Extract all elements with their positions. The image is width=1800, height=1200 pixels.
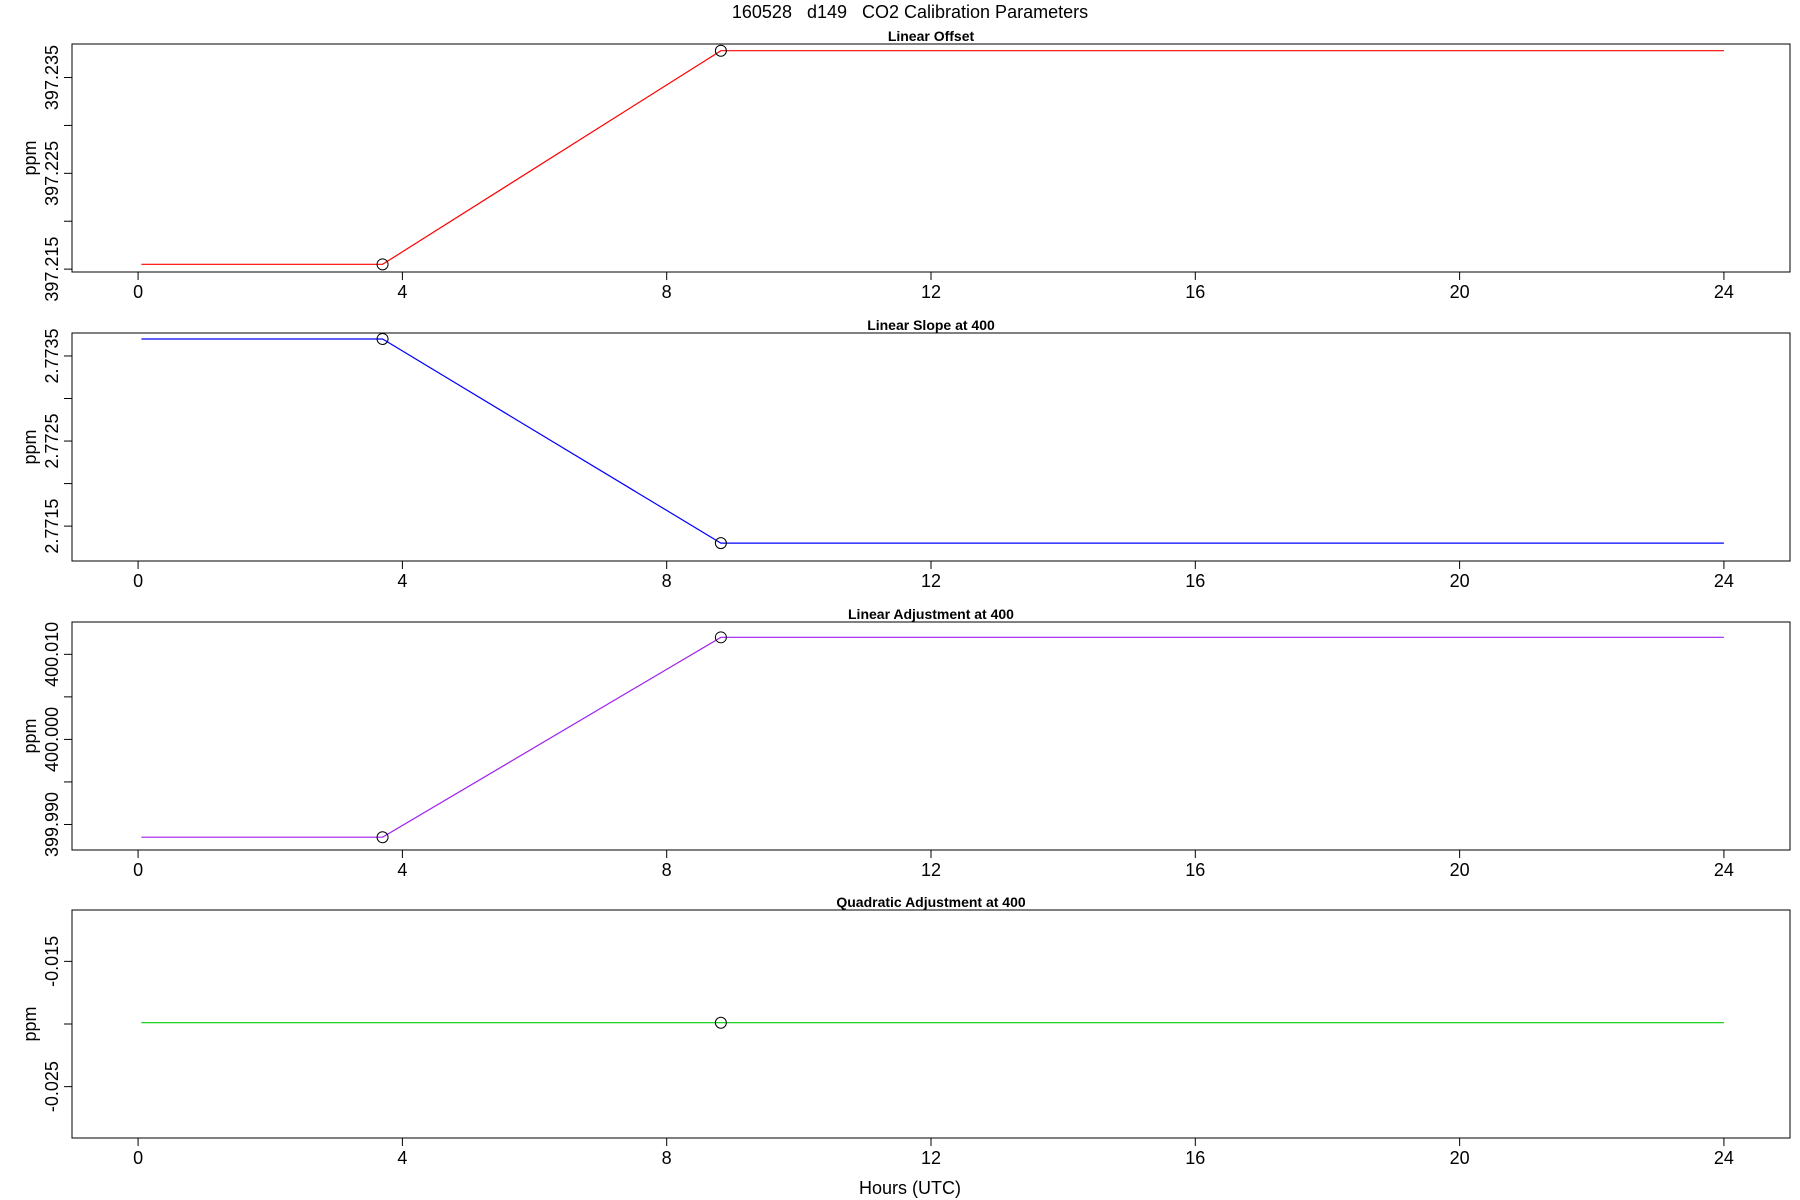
y-tick-label: -0.025 xyxy=(42,1061,62,1112)
x-tick-label: 4 xyxy=(397,860,407,880)
x-tick-label: 16 xyxy=(1185,1148,1205,1168)
data-point-marker xyxy=(376,258,389,271)
x-tick-label: 0 xyxy=(133,860,143,880)
y-tick-label: 2.7715 xyxy=(42,499,62,554)
x-tick-label: 8 xyxy=(662,860,672,880)
x-tick-label: 0 xyxy=(133,282,143,302)
panel-title: Linear Slope at 400 xyxy=(867,317,995,333)
x-tick-label: 16 xyxy=(1185,860,1205,880)
x-tick-label: 8 xyxy=(662,571,672,591)
x-tick-label: 24 xyxy=(1714,860,1734,880)
x-tick-label: 20 xyxy=(1450,571,1470,591)
y-tick-label: 397.215 xyxy=(42,237,62,302)
y-axis-label: ppm xyxy=(20,718,40,753)
plot-frame xyxy=(71,43,1791,273)
x-tick-label: 8 xyxy=(662,282,672,302)
x-tick-label: 0 xyxy=(133,1148,143,1168)
y-tick-label: 400.010 xyxy=(42,622,62,687)
series-line xyxy=(141,50,1724,265)
x-tick-label: 20 xyxy=(1450,1148,1470,1168)
x-tick-label: 16 xyxy=(1185,571,1205,591)
panels: Linear Offset 0 4 8 12 16 20 24 397.215 397.225 39… xyxy=(20,28,1791,1168)
plot-frame xyxy=(71,909,1791,1139)
x-tick-label: 4 xyxy=(397,571,407,591)
chart-panel-3: Linear Adjustment at 400 0 4 8 12 16 20 24 399.9… xyxy=(20,606,1791,880)
data-point-marker xyxy=(714,537,727,550)
x-tick-label: 8 xyxy=(662,1148,672,1168)
x-axis-label: Hours (UTC) xyxy=(859,1178,961,1198)
figure-title: 160528 d149 CO2 Calibration Parameters xyxy=(732,2,1088,22)
y-axis-label: ppm xyxy=(20,1006,40,1041)
panel-title: Quadratic Adjustment at 400 xyxy=(836,894,1026,910)
y-axis-label: ppm xyxy=(20,429,40,464)
chart-panel-1: Linear Offset 0 4 8 12 16 20 24 397.215 397.225 39… xyxy=(20,28,1791,302)
panel-title: Linear Offset xyxy=(888,28,975,44)
data-point-marker xyxy=(376,831,389,844)
x-tick-label: 20 xyxy=(1450,860,1470,880)
panel-title: Linear Adjustment at 400 xyxy=(848,606,1014,622)
data-point-marker xyxy=(714,631,727,644)
y-axis-label: ppm xyxy=(20,140,40,175)
x-tick-label: 24 xyxy=(1714,282,1734,302)
y-tick-label: 400.000 xyxy=(42,707,62,772)
x-tick-label: 0 xyxy=(133,571,143,591)
data-point-marker xyxy=(714,1016,727,1029)
x-tick-label: 12 xyxy=(921,282,941,302)
x-tick-label: 12 xyxy=(921,1148,941,1168)
x-tick-label: 4 xyxy=(397,282,407,302)
series-line xyxy=(141,636,1724,838)
x-tick-label: 12 xyxy=(921,860,941,880)
chart-panel-2: Linear Slope at 400 0 4 8 12 16 20 24 2.7715 2.77… xyxy=(20,317,1791,591)
plot-frame xyxy=(71,621,1791,851)
data-point-marker xyxy=(376,332,389,345)
x-tick-label: 24 xyxy=(1714,571,1734,591)
plot-frame xyxy=(71,332,1791,562)
y-tick-label: 399.990 xyxy=(42,792,62,857)
chart-panel-4: Quadratic Adjustment at 400 0 4 8 12 16 20 24 -0… xyxy=(20,894,1791,1168)
x-tick-label: 16 xyxy=(1185,282,1205,302)
y-tick-label: 2.7735 xyxy=(42,328,62,383)
x-tick-label: 24 xyxy=(1714,1148,1734,1168)
x-tick-label: 4 xyxy=(397,1148,407,1168)
x-tick-label: 20 xyxy=(1450,282,1470,302)
series-line xyxy=(141,338,1724,544)
data-point-marker xyxy=(714,44,727,57)
x-tick-label: 12 xyxy=(921,571,941,591)
y-tick-label: -0.015 xyxy=(42,936,62,987)
y-tick-label: 2.7725 xyxy=(42,414,62,469)
y-tick-label: 397.235 xyxy=(42,45,62,110)
y-tick-label: 397.225 xyxy=(42,141,62,206)
